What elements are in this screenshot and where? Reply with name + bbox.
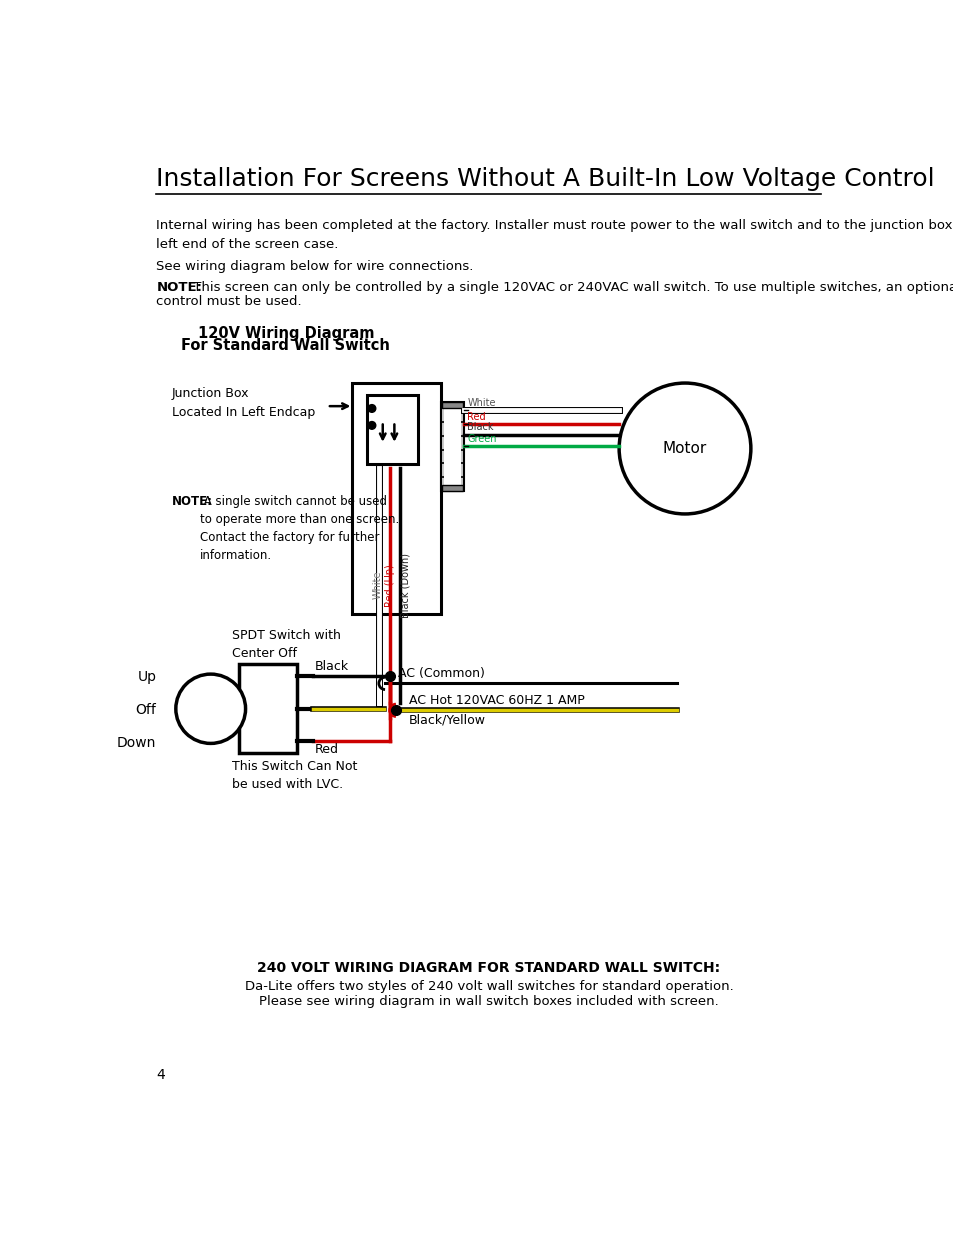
Text: AC (Common): AC (Common) [397, 667, 485, 680]
Bar [442, 484, 462, 490]
Text: Black: Black [314, 661, 348, 673]
Text: AC Hot 120VAC 60HZ 1 AMP: AC Hot 120VAC 60HZ 1 AMP [409, 694, 584, 708]
Text: SPDT Switch with
Center Off: SPDT Switch with Center Off [232, 630, 340, 661]
Text: Junction Box
Located In Left Endcap: Junction Box Located In Left Endcap [172, 387, 314, 419]
Text: White: White [373, 571, 383, 599]
Bar [443, 409, 460, 484]
Text: Down: Down [117, 736, 156, 750]
Text: Red: Red [314, 743, 338, 756]
Text: Red: Red [467, 411, 485, 421]
Text: control must be used.: control must be used. [156, 294, 302, 308]
Bar [367, 395, 417, 464]
Text: Off: Off [135, 703, 156, 718]
Text: See wiring diagram below for wire connections.: See wiring diagram below for wire connec… [156, 259, 474, 273]
Text: This Switch Can Not
be used with LVC.: This Switch Can Not be used with LVC. [232, 761, 356, 792]
Text: Black (Down): Black (Down) [400, 553, 411, 618]
Circle shape [368, 421, 375, 430]
Text: Da-Lite offers two styles of 240 volt wall switches for standard operation.: Da-Lite offers two styles of 240 volt wa… [244, 979, 733, 993]
Text: Black/Yellow: Black/Yellow [409, 714, 486, 726]
Bar [440, 403, 464, 490]
Circle shape [368, 405, 375, 412]
Text: A single switch cannot be used
to operate more than one screen.
Contact the fact: A single switch cannot be used to operat… [199, 495, 398, 562]
Text: This screen can only be controlled by a single 120VAC or 240VAC wall switch. To : This screen can only be controlled by a … [189, 280, 953, 294]
Text: Black: Black [467, 422, 494, 432]
Text: NOTE:: NOTE: [156, 280, 202, 294]
Text: Motor: Motor [662, 441, 706, 456]
Circle shape [618, 383, 750, 514]
Circle shape [175, 674, 245, 743]
Text: 240 VOLT WIRING DIAGRAM FOR STANDARD WALL SWITCH:: 240 VOLT WIRING DIAGRAM FOR STANDARD WAL… [257, 961, 720, 974]
Bar [352, 383, 440, 614]
Text: Internal wiring has been completed at the factory. Installer must route power to: Internal wiring has been completed at th… [156, 219, 953, 251]
Bar [239, 664, 297, 752]
Text: Please see wiring diagram in wall switch boxes included with screen.: Please see wiring diagram in wall switch… [259, 995, 718, 1008]
Text: Up: Up [137, 671, 156, 684]
Text: 120V Wiring Diagram: 120V Wiring Diagram [197, 326, 374, 341]
Text: Red (Up): Red (Up) [385, 564, 395, 606]
Text: White: White [467, 398, 496, 408]
Bar [442, 403, 462, 409]
Text: For Standard Wall Switch: For Standard Wall Switch [181, 338, 390, 353]
Text: Green: Green [467, 433, 497, 443]
Text: NOTE:: NOTE: [172, 495, 213, 508]
Text: 4: 4 [156, 1068, 165, 1082]
Text: Installation For Screens Without A Built-In Low Voltage Control: Installation For Screens Without A Built… [156, 167, 934, 190]
